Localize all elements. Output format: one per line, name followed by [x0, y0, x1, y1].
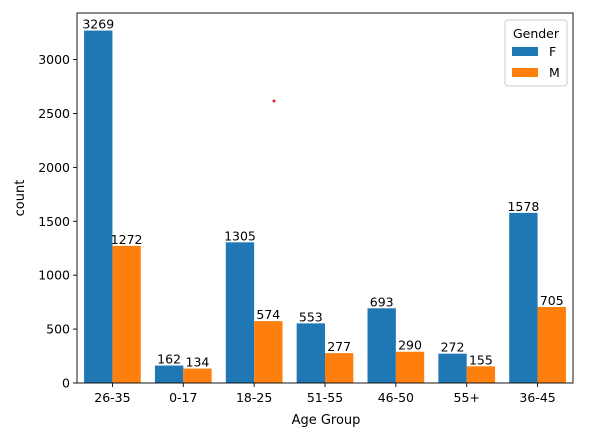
- y-tick-label: 1000: [38, 268, 70, 283]
- bar-F-55+: [438, 353, 467, 383]
- bar-F-46-50: [367, 308, 396, 383]
- bar-M-18-25: [254, 321, 283, 383]
- stray-point-marker: [272, 99, 276, 103]
- y-tick-label: 1500: [38, 214, 70, 229]
- y-tick-label: 2500: [38, 106, 70, 121]
- bar-M-46-50: [395, 351, 425, 383]
- x-tick-label: 36-45: [519, 390, 555, 405]
- bar-M-26-35: [112, 245, 141, 383]
- data-label-F-46-50: 693: [370, 294, 394, 309]
- y-axis-label: count: [13, 180, 28, 217]
- data-label-F-55+: 272: [441, 340, 465, 355]
- x-tick-label: 51-55: [307, 390, 343, 405]
- bar-M-0-17: [183, 368, 212, 383]
- bar-M-51-55: [325, 353, 354, 383]
- x-tick-label: 55+: [454, 390, 480, 405]
- bar-F-26-35: [84, 30, 113, 383]
- x-tick-label: 0-17: [169, 390, 197, 405]
- legend-swatch-M: [512, 68, 538, 77]
- data-label-M-26-35: 1272: [111, 232, 143, 247]
- bar-F-0-17: [154, 365, 184, 383]
- bar-F-51-55: [296, 323, 325, 383]
- data-label-M-0-17: 134: [186, 355, 210, 370]
- data-label-M-51-55: 277: [327, 339, 351, 354]
- legend: Gender FM: [504, 19, 568, 87]
- data-label-M-55+: 155: [469, 352, 493, 367]
- data-label-F-0-17: 162: [157, 352, 181, 367]
- data-label-M-18-25: 574: [256, 307, 280, 322]
- legend-label-F: F: [549, 44, 556, 59]
- data-label-M-36-45: 705: [540, 293, 564, 308]
- y-tick-label: 3000: [38, 52, 70, 67]
- x-tick-label: 26-35: [94, 390, 130, 405]
- x-tick-label: 46-50: [378, 390, 414, 405]
- bar-F-36-45: [509, 212, 538, 383]
- legend-title: Gender: [513, 26, 560, 41]
- bar-F-18-25: [225, 242, 255, 383]
- data-label-F-36-45: 1578: [507, 199, 539, 214]
- x-tick-label: 18-25: [236, 390, 272, 405]
- legend-swatch-F: [512, 47, 538, 56]
- data-label-F-51-55: 553: [299, 309, 323, 324]
- bar-M-55+: [466, 366, 496, 383]
- x-axis-label: Age Group: [292, 413, 361, 428]
- y-tick-label: 500: [46, 322, 70, 337]
- data-label-F-18-25: 1305: [224, 228, 256, 243]
- legend-items: FM: [512, 44, 560, 80]
- plot-area: 3269 162 1305 553 693 272 1578 1272 134 574 277 290…: [38, 12, 574, 405]
- y-tick-label: 2000: [38, 160, 70, 175]
- bar-M-36-45: [537, 306, 566, 383]
- data-label-M-46-50: 290: [398, 338, 422, 353]
- data-label-F-26-35: 3269: [82, 17, 114, 32]
- y-tick-label: 0: [62, 376, 70, 391]
- legend-label-M: M: [549, 65, 560, 80]
